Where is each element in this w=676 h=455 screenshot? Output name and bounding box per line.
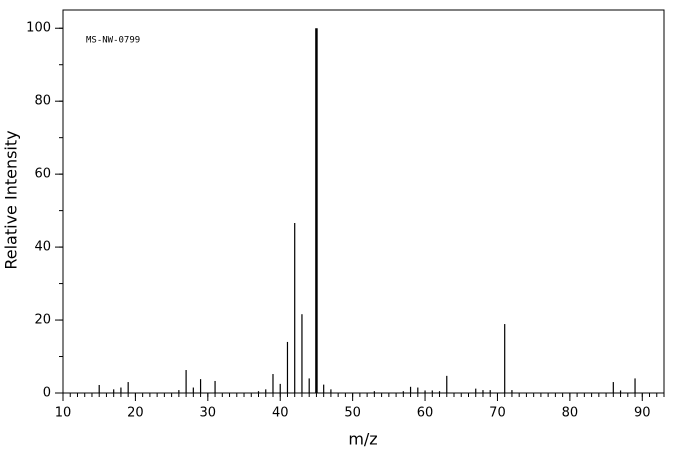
- x-tick-label: 80: [562, 406, 579, 421]
- x-tick-label: 10: [55, 406, 72, 421]
- x-tick-label: 60: [417, 406, 434, 421]
- x-tick-label: 30: [200, 406, 217, 421]
- y-tick-label: 0: [43, 386, 51, 401]
- x-axis-label: m/z: [348, 430, 377, 449]
- y-tick-label: 100: [26, 21, 51, 36]
- y-tick-label: 40: [34, 240, 51, 255]
- x-tick-label: 90: [634, 406, 651, 421]
- x-tick-label: 70: [489, 406, 506, 421]
- plot-frame: [62, 9, 665, 394]
- y-tick-label: 20: [34, 313, 51, 328]
- x-tick-label: 20: [127, 406, 144, 421]
- y-axis-label: Relative Intensity: [2, 130, 21, 269]
- y-tick-label: 80: [34, 94, 51, 109]
- annotation: MS-NW-0799: [86, 36, 140, 46]
- y-tick-label: 60: [34, 167, 51, 182]
- x-tick-label: 40: [272, 406, 289, 421]
- x-tick-label: 50: [344, 406, 361, 421]
